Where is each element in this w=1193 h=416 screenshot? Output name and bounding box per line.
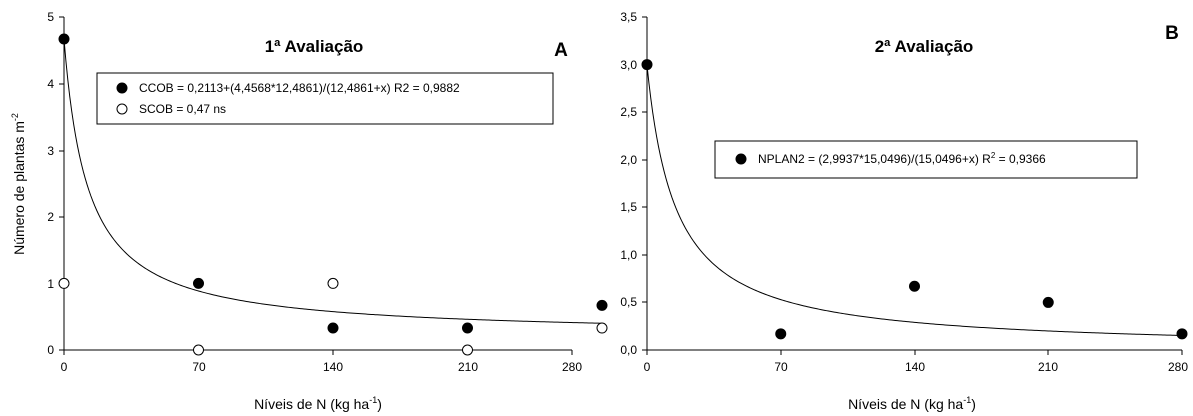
legend-marker-open: [116, 103, 128, 115]
panel-b-point-s0-2: [909, 280, 920, 292]
panel-b-legend-box: [714, 140, 1138, 179]
panel-b-fit-curve: [646, 65, 1183, 336]
panel-a-point-s1-1: [193, 344, 204, 356]
panel-b-ytick-label: 2,5: [620, 105, 637, 119]
panel-b-xtick-label: 210: [1038, 360, 1058, 374]
panel-a-point-s1-4: [596, 322, 608, 334]
panel-a-xtick-label: 70: [192, 360, 206, 374]
panel-a-point-s0-2: [327, 322, 339, 334]
panel-b-ytick-label: 3,0: [620, 58, 637, 72]
legend-marker-filled: [735, 153, 747, 165]
panel-b-point-s0-0: [641, 59, 653, 71]
panel-b-letter: B: [1165, 23, 1179, 44]
panel-a-point-s0-0: [58, 33, 70, 45]
panel-b-y-ticks: 0,0 0,5 1,0 1,5 2,0 2,5 3,0 3,5: [620, 10, 648, 357]
panel-a-point-s1-3: [462, 344, 473, 356]
panel-a-y-ticks: 0 1 2 3 4 5: [47, 10, 65, 357]
panel-b-xtick-label: 140: [905, 360, 925, 374]
panel-a-points: [58, 33, 608, 356]
panel-a-ytick-label: 0: [47, 343, 54, 357]
panel-a-point-s0-3: [462, 322, 473, 334]
panel-a-xtick-label: 0: [61, 360, 68, 374]
panel-a-ytick-label: 3: [47, 144, 54, 158]
panel-b-points: [641, 59, 1188, 340]
panel-b-legend: NPLAN2 = (2,9937*15,0496)/(15,0496+x) R2…: [714, 140, 1138, 179]
panel-a-ytick-label: 1: [47, 277, 54, 291]
panel-a: Número de plantas m-2 0 1 2 3 4 5 0 70: [10, 10, 608, 412]
panel-b-ytick-label: 0,5: [620, 295, 637, 309]
panel-a-fit-curve: [63, 39, 603, 324]
panel-a-legend: CCOB = 0,2113+(4,4568*12,4861)/(12,4861+…: [96, 72, 554, 125]
panel-a-legend-ccob: CCOB = 0,2113+(4,4568*12,4861)/(12,4861+…: [139, 81, 460, 95]
panel-a-point-s1-2: [327, 277, 339, 289]
legend-marker-filled: [116, 82, 128, 94]
panel-a-ytick-label: 4: [47, 77, 54, 91]
panel-b-ytick-label: 2,0: [620, 153, 637, 167]
panel-b-legend-nplan2: NPLAN2 = (2,9937*15,0496)/(15,0496+x) R2…: [758, 151, 1046, 166]
panel-a-letter: A: [554, 40, 568, 61]
panel-b-title: 2ª Avaliação: [875, 37, 974, 56]
panel-b-point-s0-4: [1176, 328, 1188, 340]
panel-b-ytick-label: 1,0: [620, 248, 637, 262]
panel-b-point-s0-3: [1042, 296, 1054, 308]
panel-b-ytick-label: 0,0: [620, 343, 637, 357]
panel-a-ytick-label: 5: [47, 10, 54, 24]
panel-a-point-s0-1: [193, 277, 204, 289]
panel-b-ytick-label: 1,5: [620, 200, 637, 214]
panel-a-title: 1ª Avaliação: [265, 37, 364, 56]
panel-a-ytick-label: 2: [47, 210, 54, 224]
panel-a-xtick-label: 280: [562, 360, 582, 374]
panel-a-legend-box: [96, 72, 554, 125]
panel-a-point-s1-0: [58, 277, 70, 289]
panel-a-xtick-label: 140: [323, 360, 343, 374]
panel-a-point-s0-4: [596, 299, 608, 311]
panel-a-y-axis-label: Número de plantas m-2: [10, 113, 27, 255]
panel-a-legend-scob: SCOB = 0,47 ns: [139, 102, 226, 116]
panel-b-x-axis-label: Níveis de N (kg ha-1): [848, 395, 976, 412]
panel-a-xtick-label: 210: [458, 360, 478, 374]
panel-b-point-s0-1: [775, 328, 787, 340]
panel-b-xtick-label: 280: [1168, 360, 1188, 374]
panel-a-x-axis-label: Níveis de N (kg ha-1): [254, 395, 382, 412]
panel-b-xtick-label: 70: [774, 360, 788, 374]
panel-b-x-ticks: 0 70 140 210 280: [644, 349, 1188, 374]
panel-b: 0,0 0,5 1,0 1,5 2,0 2,5 3,0 3,5 0 70 140…: [620, 10, 1188, 412]
panel-b-xtick-label: 0: [644, 360, 651, 374]
panel-b-ytick-label: 3,5: [620, 10, 637, 24]
panel-a-x-ticks: 0 70 140 210 280: [61, 349, 582, 374]
